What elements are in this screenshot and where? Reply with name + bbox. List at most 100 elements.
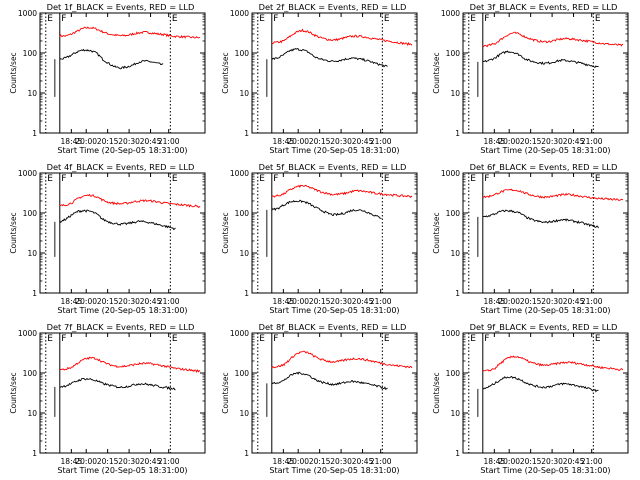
x-tick-label: 20:15 bbox=[97, 297, 119, 306]
y-tick-label: 1 bbox=[244, 449, 249, 458]
y-tick-label: 1 bbox=[455, 129, 460, 138]
y-tick-label: 1 bbox=[455, 449, 460, 458]
x-tick-label: 20:30 bbox=[330, 457, 352, 466]
detector-panel-2: Det 2f_BLACK = Events, RED = LLD 1 10 100 10… bbox=[221, 2, 418, 155]
series-lld-line bbox=[271, 184, 413, 198]
marker-label: E bbox=[259, 334, 265, 344]
y-tick-label: 100 bbox=[446, 369, 461, 378]
marker-label: F bbox=[61, 334, 66, 344]
series-lld-line bbox=[59, 193, 201, 209]
y-tick-label: 100 bbox=[23, 49, 38, 58]
x-tick-label: 18:45 bbox=[484, 457, 506, 466]
x-tick-label: 20:15 bbox=[309, 297, 331, 306]
plot-frame bbox=[251, 12, 418, 134]
y-tick-label: 10 bbox=[27, 409, 37, 418]
y-tick-label: 1 bbox=[455, 289, 460, 298]
plot-frame bbox=[251, 332, 418, 454]
panel-title: Det 3f_BLACK = Events, RED = LLD bbox=[470, 2, 618, 12]
marker-label: E bbox=[595, 174, 601, 184]
series-events-line bbox=[271, 48, 388, 68]
panel-title: Det 6f_BLACK = Events, RED = LLD bbox=[470, 162, 618, 172]
series-lld-line bbox=[482, 188, 624, 202]
marker-label: F bbox=[484, 334, 489, 344]
x-axis-title: Start Time (20-Sep-05 18:31:00) bbox=[480, 146, 610, 155]
x-axis-title: Start Time (20-Sep-05 18:31:00) bbox=[480, 306, 610, 315]
marker-label: E bbox=[47, 334, 53, 344]
x-tick-label: 20:00 bbox=[75, 457, 97, 466]
x-tick-label: 21:00 bbox=[158, 457, 180, 466]
detector-panel-7: Det 7f_BLACK = Events, RED = LLD 1 10 100 10… bbox=[9, 322, 206, 475]
y-tick-label: 10 bbox=[27, 249, 37, 258]
x-tick-label: 20:15 bbox=[309, 457, 331, 466]
y-tick-label: 1000 bbox=[230, 329, 249, 338]
series-lld-line bbox=[482, 355, 624, 372]
y-tick-label: 100 bbox=[235, 369, 250, 378]
x-tick-label: 18:45 bbox=[61, 137, 83, 146]
y-tick-label: 10 bbox=[239, 249, 249, 258]
y-tick-label: 1000 bbox=[441, 329, 460, 338]
series-lld-line bbox=[59, 356, 201, 373]
x-tick-label: 18:45 bbox=[61, 297, 83, 306]
y-tick-label: 1 bbox=[32, 449, 37, 458]
x-tick-label: 20:30 bbox=[118, 297, 140, 306]
y-axis-title: Counts/sec bbox=[432, 212, 441, 253]
x-tick-label: 20:15 bbox=[520, 137, 542, 146]
series-events-line bbox=[482, 375, 599, 393]
series-lld-line bbox=[271, 350, 413, 369]
x-tick-label: 20:15 bbox=[97, 137, 119, 146]
x-tick-label: 20:30 bbox=[541, 297, 563, 306]
x-tick-label: 20:00 bbox=[287, 137, 309, 146]
y-tick-label: 10 bbox=[239, 409, 249, 418]
panel-title: Det 4f_BLACK = Events, RED = LLD bbox=[47, 162, 195, 172]
plot-frame bbox=[462, 12, 629, 134]
x-tick-label: 21:00 bbox=[158, 137, 180, 146]
marker-label: F bbox=[273, 14, 278, 24]
x-tick-label: 20:45 bbox=[563, 137, 585, 146]
marker-label: E bbox=[172, 334, 178, 344]
series-events-line bbox=[59, 209, 176, 231]
plot-frame bbox=[39, 12, 206, 134]
x-tick-label: 20:45 bbox=[352, 137, 374, 146]
detector-panel-5: Det 5f_BLACK = Events, RED = LLD 1 10 100 10… bbox=[221, 162, 418, 315]
y-axis-title: Counts/sec bbox=[432, 52, 441, 93]
x-tick-label: 20:30 bbox=[330, 297, 352, 306]
y-axis-title: Counts/sec bbox=[432, 372, 441, 413]
y-tick-label: 10 bbox=[450, 409, 460, 418]
x-tick-label: 21:00 bbox=[581, 457, 603, 466]
plot-frame bbox=[251, 172, 418, 294]
panel-title: Det 1f_BLACK = Events, RED = LLD bbox=[47, 2, 195, 12]
x-axis-title: Start Time (20-Sep-05 18:31:00) bbox=[57, 466, 187, 475]
x-tick-label: 21:00 bbox=[581, 137, 603, 146]
marker-label: F bbox=[273, 174, 278, 184]
marker-label: F bbox=[484, 14, 489, 24]
x-tick-label: 20:30 bbox=[541, 137, 563, 146]
x-tick-label: 20:30 bbox=[541, 457, 563, 466]
detector-panel-3: Det 3f_BLACK = Events, RED = LLD 1 10 100 10… bbox=[432, 2, 629, 155]
plot-frame bbox=[462, 332, 629, 454]
detector-panel-9: Det 9f_BLACK = Events, RED = LLD 1 10 100 10… bbox=[432, 322, 629, 475]
detector-panel-4: Det 4f_BLACK = Events, RED = LLD 1 10 100 10… bbox=[9, 162, 206, 315]
y-tick-label: 1000 bbox=[441, 169, 460, 178]
y-tick-label: 1 bbox=[244, 129, 249, 138]
x-axis-title: Start Time (20-Sep-05 18:31:00) bbox=[269, 466, 399, 475]
y-tick-label: 10 bbox=[239, 89, 249, 98]
x-tick-label: 20:45 bbox=[352, 297, 374, 306]
x-tick-label: 20:15 bbox=[520, 457, 542, 466]
y-tick-label: 100 bbox=[446, 209, 461, 218]
marker-label: F bbox=[61, 174, 66, 184]
y-tick-label: 1 bbox=[32, 129, 37, 138]
x-tick-label: 20:45 bbox=[140, 137, 162, 146]
y-tick-label: 1000 bbox=[230, 9, 249, 18]
plot-frame bbox=[39, 332, 206, 454]
plot-frame bbox=[462, 172, 629, 294]
x-tick-label: 20:15 bbox=[97, 457, 119, 466]
marker-label: E bbox=[595, 334, 601, 344]
x-tick-label: 20:00 bbox=[498, 457, 520, 466]
x-axis-title: Start Time (20-Sep-05 18:31:00) bbox=[57, 146, 187, 155]
panel-title: Det 5f_BLACK = Events, RED = LLD bbox=[259, 162, 407, 172]
marker-label: E bbox=[595, 14, 601, 24]
y-tick-label: 1000 bbox=[441, 9, 460, 18]
detector-panel-8: Det 8f_BLACK = Events, RED = LLD 1 10 100 10… bbox=[221, 322, 418, 475]
marker-label: E bbox=[47, 174, 53, 184]
